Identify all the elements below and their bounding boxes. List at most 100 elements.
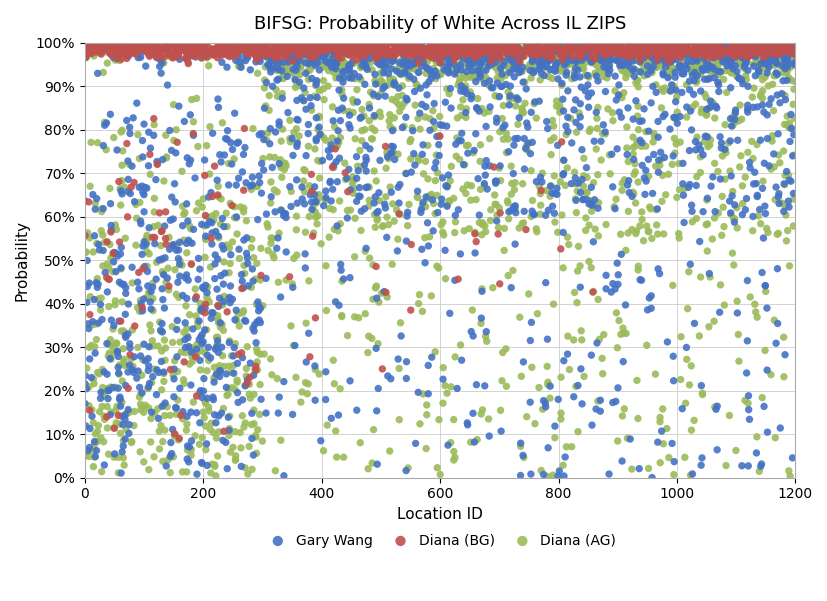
Diana (AG) xyxy=(177,328,190,337)
Gary Wang xyxy=(550,189,563,199)
Diana (AG) xyxy=(102,263,115,273)
Diana (AG) xyxy=(589,144,602,154)
Gary Wang xyxy=(706,53,719,63)
Gary Wang xyxy=(391,354,404,364)
Gary Wang xyxy=(326,58,339,68)
Diana (AG) xyxy=(779,55,792,65)
Gary Wang xyxy=(425,195,438,204)
Diana (AG) xyxy=(297,176,310,186)
Diana (AG) xyxy=(291,56,304,66)
Diana (BG) xyxy=(527,47,540,56)
Diana (AG) xyxy=(211,332,224,342)
Diana (AG) xyxy=(85,46,98,56)
Diana (AG) xyxy=(504,91,517,100)
Gary Wang xyxy=(160,461,173,471)
Gary Wang xyxy=(523,39,537,49)
Gary Wang xyxy=(134,52,147,62)
Diana (AG) xyxy=(158,335,171,345)
Diana (BG) xyxy=(461,46,474,56)
Gary Wang xyxy=(584,183,597,192)
Diana (AG) xyxy=(780,120,793,130)
Diana (AG) xyxy=(525,67,538,77)
Diana (BG) xyxy=(338,46,351,56)
Diana (AG) xyxy=(631,56,644,66)
Diana (AG) xyxy=(437,230,450,240)
Diana (BG) xyxy=(686,46,699,55)
Diana (AG) xyxy=(689,214,702,224)
Diana (AG) xyxy=(264,56,277,66)
Gary Wang xyxy=(489,176,502,186)
Diana (AG) xyxy=(213,219,227,229)
Gary Wang xyxy=(770,264,783,273)
Gary Wang xyxy=(113,395,127,404)
Diana (BG) xyxy=(624,42,637,52)
Diana (AG) xyxy=(524,73,538,83)
Diana (BG) xyxy=(631,51,644,61)
Diana (AG) xyxy=(125,437,138,447)
Diana (AG) xyxy=(612,38,625,47)
Gary Wang xyxy=(394,331,407,341)
Diana (AG) xyxy=(446,59,459,69)
Diana (AG) xyxy=(238,463,251,472)
Diana (AG) xyxy=(629,75,643,85)
Gary Wang xyxy=(538,402,552,412)
Diana (AG) xyxy=(82,401,95,410)
Diana (BG) xyxy=(683,48,696,58)
Diana (AG) xyxy=(621,55,634,65)
Diana (AG) xyxy=(374,69,387,78)
Diana (AG) xyxy=(270,49,284,58)
Diana (AG) xyxy=(552,101,566,111)
Gary Wang xyxy=(612,61,625,70)
Diana (AG) xyxy=(571,266,584,276)
Diana (AG) xyxy=(557,156,570,165)
Diana (AG) xyxy=(755,86,768,96)
Gary Wang xyxy=(450,65,463,75)
Diana (BG) xyxy=(599,46,612,55)
Diana (AG) xyxy=(423,69,437,79)
Diana (AG) xyxy=(465,305,478,315)
Diana (BG) xyxy=(222,46,235,55)
Diana (AG) xyxy=(707,67,720,77)
Diana (AG) xyxy=(326,63,339,72)
Diana (BG) xyxy=(603,47,616,56)
Diana (AG) xyxy=(571,56,585,66)
Gary Wang xyxy=(410,186,423,196)
Diana (AG) xyxy=(367,210,380,219)
Gary Wang xyxy=(633,67,646,77)
Diana (BG) xyxy=(205,45,218,55)
Gary Wang xyxy=(556,44,569,53)
Diana (AG) xyxy=(353,145,366,155)
Diana (AG) xyxy=(782,38,795,48)
Gary Wang xyxy=(216,213,229,223)
Gary Wang xyxy=(657,153,670,162)
Diana (AG) xyxy=(615,61,629,71)
Gary Wang xyxy=(299,69,312,78)
Diana (BG) xyxy=(597,50,610,60)
Diana (BG) xyxy=(354,38,367,47)
Diana (AG) xyxy=(327,163,340,172)
Diana (BG) xyxy=(379,287,392,297)
Diana (BG) xyxy=(581,42,595,52)
Diana (AG) xyxy=(541,42,554,52)
Diana (AG) xyxy=(183,237,196,247)
Diana (BG) xyxy=(129,49,142,58)
Diana (AG) xyxy=(191,322,204,331)
Diana (AG) xyxy=(524,362,538,372)
Diana (AG) xyxy=(353,59,366,69)
Diana (AG) xyxy=(129,200,142,209)
Gary Wang xyxy=(656,38,669,47)
Gary Wang xyxy=(576,195,590,204)
Diana (AG) xyxy=(631,265,644,275)
Diana (AG) xyxy=(442,38,455,47)
Diana (AG) xyxy=(536,64,549,74)
Gary Wang xyxy=(534,69,547,78)
Diana (AG) xyxy=(96,230,109,240)
Diana (BG) xyxy=(231,42,244,52)
Gary Wang xyxy=(540,124,553,133)
Diana (BG) xyxy=(379,142,392,151)
Gary Wang xyxy=(206,129,219,138)
Diana (BG) xyxy=(490,44,504,54)
Gary Wang xyxy=(764,55,777,65)
Gary Wang xyxy=(665,439,678,448)
Diana (AG) xyxy=(591,198,605,207)
